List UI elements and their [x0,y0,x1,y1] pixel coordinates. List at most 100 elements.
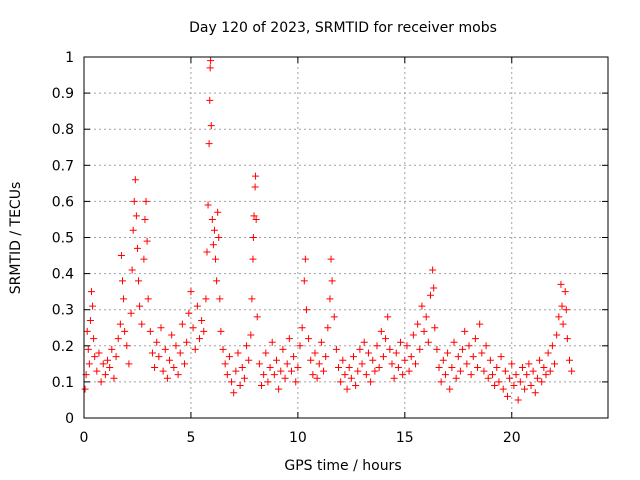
data-point [341,371,349,379]
data-point [205,140,213,148]
data-point [407,353,415,361]
data-point [138,320,146,328]
data-point [110,374,118,382]
y-tick-label: 0.2 [52,339,74,355]
data-point [266,363,274,371]
data-point [117,252,125,260]
data-point [143,237,151,245]
data-point [302,306,310,314]
data-point [561,288,569,296]
data-point [176,349,184,357]
data-point [206,64,214,72]
data-point [252,172,260,180]
data-point [489,371,497,379]
data-point [151,363,159,371]
data-point [146,327,154,335]
y-tick-label: 0.6 [52,194,74,210]
data-point [347,374,355,382]
data-point [461,327,469,335]
data-point [125,360,133,368]
data-point [253,313,261,321]
data-point [221,360,229,368]
data-point [388,360,396,368]
data-point [459,345,467,353]
data-point [478,349,486,357]
data-point [141,215,149,223]
data-point [441,371,449,379]
data-point [508,360,516,368]
data-point [377,327,385,335]
data-point [89,302,97,310]
data-point [112,353,120,361]
data-point [207,122,215,130]
data-point [525,360,533,368]
data-point [181,360,189,368]
data-point [90,335,98,343]
data-point [174,371,182,379]
data-point [364,349,372,357]
data-point [93,367,101,375]
data-point [317,338,325,346]
data-point [99,360,107,368]
data-point [495,378,503,386]
data-point [142,197,150,205]
data-point [412,360,420,368]
data-point [159,367,167,375]
data-point [546,367,554,375]
data-point [287,367,295,375]
data-point [324,324,332,332]
y-tick-label: 0.3 [52,303,74,319]
data-point [161,345,169,353]
data-point [335,363,343,371]
data-point [536,356,544,364]
data-point [118,277,126,285]
data-point [367,378,375,386]
data-point [212,255,220,263]
data-point [435,363,443,371]
data-point [471,335,479,343]
data-point [283,360,291,368]
data-point [248,295,256,303]
data-point [81,385,89,393]
data-point [301,255,309,263]
data-point [484,374,492,382]
data-point [309,371,317,379]
data-point [315,360,323,368]
data-point [270,371,278,379]
data-point [219,345,227,353]
y-tick-label: 0.9 [52,86,74,102]
data-point [135,277,143,285]
data-point [260,371,268,379]
data-point [298,324,306,332]
data-point [178,320,186,328]
data-point [285,335,293,343]
data-point [480,367,488,375]
data-point [330,313,338,321]
data-point [215,234,223,241]
data-point [437,378,445,386]
data-point [209,241,217,249]
x-tick-label: 0 [80,430,89,446]
data-point [217,327,225,335]
data-point [202,295,210,303]
data-point [433,345,441,353]
data-point [562,306,570,314]
y-tick-label: 0.7 [52,158,74,174]
data-point [255,360,263,368]
data-point [104,356,112,364]
chart-title: Day 120 of 2023, SRMTID for receiver mob… [189,20,497,36]
data-point [390,374,398,382]
data-point [163,374,171,382]
data-point [185,309,193,317]
data-point [108,345,116,353]
data-point [127,309,135,317]
x-axis-label: GPS time / hours [284,458,401,474]
data-point [531,389,539,397]
data-point [281,374,289,382]
data-point [300,277,308,285]
data-point [512,371,520,379]
data-point [313,374,321,382]
data-point [292,378,300,386]
data-point [362,371,370,379]
data-point [157,324,165,332]
